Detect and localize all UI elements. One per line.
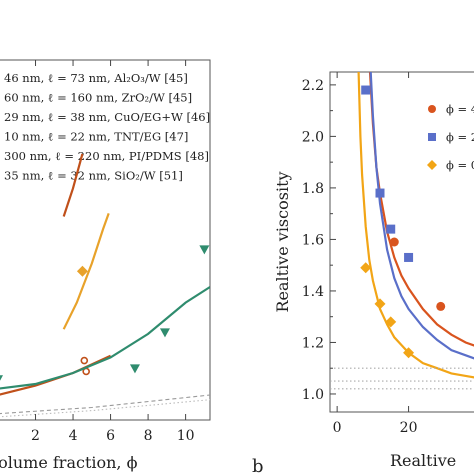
panel-a-legend-entry-0: 46 nm, ℓ = 73 nm, Al₂O₃/W [45] — [4, 71, 188, 85]
panel-b-series-0-point-1 — [436, 301, 446, 311]
panel-b-series-0-point-0 — [389, 237, 399, 247]
panel-a-series-1-point-0 — [76, 265, 88, 277]
panel-a-x-ticks: 2 4 6 8 10 — [31, 60, 195, 444]
panel-b-legend-marker-1 — [428, 133, 436, 141]
panel-a-x-tick-label-3: 8 — [144, 428, 153, 444]
panel-b-y-tick-label-0: 1.0 — [302, 387, 324, 403]
panel-a-series-0-line — [62, 153, 84, 217]
panel-b-series-2-point-0 — [360, 262, 372, 274]
panel-b-y-tick-label-4: 1.8 — [302, 181, 324, 197]
panel-b-y-tick-label-6: 2.2 — [302, 78, 324, 94]
panel-a-series-1-fit-curve — [62, 213, 110, 330]
panel-b-series-layer — [330, 72, 474, 390]
panel-a-series-3-line — [0, 354, 112, 396]
panel-a-x-tick-label-1: 4 — [69, 428, 78, 444]
panel-b-x-tick-label-0: 0 — [333, 420, 342, 436]
panel-b-label: b — [252, 456, 264, 474]
panel-a-series-layer — [0, 153, 210, 418]
panel-a-x-tick-label-0: 2 — [31, 428, 40, 444]
panel-a-series-4-point-3 — [199, 245, 210, 255]
panel-a-legend-entry-4: 300 nm, ℓ = 220 nm, PI/PDMS [48] — [4, 149, 209, 163]
panel-b-y-tick-label-3: 1.6 — [302, 232, 324, 248]
panel-b-frame — [329, 71, 474, 413]
panel-b-legend-label-2: ϕ = 0 — [446, 158, 474, 172]
panel-b-x-tick-label-1: 20 — [400, 420, 418, 436]
panel-b-y-tick-label-5: 2.0 — [302, 129, 324, 145]
panel-b-plot-area — [330, 72, 474, 390]
panel-a-legend-entry-3: 10 nm, ℓ = 22 nm, TNT/EG [47] — [4, 130, 188, 144]
panel-b-chart: b 1.01.21.41.61.82.02.2 0204 ϕ = 4ϕ = 2ϕ… — [252, 71, 474, 474]
panel-b-series-1-point-2 — [386, 224, 396, 234]
panel-a-series-2-point-0 — [80, 356, 89, 365]
panel-b-series-2-fit-curve — [357, 72, 474, 379]
panel-b-series-1-point-1 — [375, 188, 385, 198]
panel-a-chart: 46 nm, ℓ = 73 nm, Al₂O₃/W [45] 60 nm, ℓ =… — [0, 59, 211, 472]
panel-b-y-tick-label-2: 1.4 — [302, 284, 324, 300]
panel-a-series-4-point-2 — [159, 328, 170, 338]
panel-a-x-tick-label-2: 6 — [106, 428, 115, 444]
panel-b-y-tick-label-1: 1.2 — [302, 335, 324, 351]
panel-a-x-tick-label-4: 10 — [177, 428, 195, 444]
panel-b-legend-label-1: ϕ = 2 — [446, 130, 474, 144]
panel-a-legend: 46 nm, ℓ = 73 nm, Al₂O₃/W [45] 60 nm, ℓ =… — [4, 71, 210, 183]
panel-a-legend-entry-2: 29 nm, ℓ = 38 nm, CuO/EG+W [46] — [4, 110, 210, 124]
panel-b-legend-marker-2 — [427, 160, 437, 170]
panel-a-legend-entry-5: 35 nm, ℓ = 32 nm, SiO₂/W [51] — [4, 169, 183, 183]
panel-a-series-6-line — [0, 399, 210, 418]
panel-a-frame — [0, 59, 211, 421]
panel-a-legend-entry-1: 60 nm, ℓ = 160 nm, ZrO₂/W [45] — [4, 91, 192, 105]
panel-b-series-2-point-3 — [403, 347, 415, 359]
panel-b-legend-label-0: ϕ = 4 — [446, 102, 474, 116]
panel-b-series-2-point-1 — [374, 298, 386, 310]
panel-b-y-axis-title: Realtive viscosity — [273, 171, 292, 312]
panel-b-legend: ϕ = 4 ϕ = 2 ϕ = 0 — [427, 102, 474, 172]
panel-a-series-4-point-1 — [129, 364, 140, 374]
panel-a-x-axis-title: Volume fraction, ϕ — [0, 453, 138, 472]
panel-a-series-4-point-0 — [0, 375, 3, 381]
panel-b-series-1-point-3 — [404, 252, 414, 262]
panel-b-series-2-point-2 — [385, 316, 397, 328]
panel-a-series-4-fit-curve — [0, 286, 210, 390]
panel-a-plot-area — [0, 153, 210, 418]
panel-b-x-axis-title: Realtive — [390, 451, 456, 470]
panel-b-y-ticks: 1.0 1.2 1.4 1.6 1.8 2.0 2.2 — [302, 78, 336, 403]
panel-a-series-5-line — [0, 394, 210, 415]
panel-b-legend-marker-0 — [428, 105, 436, 113]
panel-b-x-ticks: 0204 — [333, 72, 418, 436]
panel-b-series-1-fit-curve — [369, 72, 474, 360]
panel-b-series-1-point-0 — [361, 85, 371, 95]
